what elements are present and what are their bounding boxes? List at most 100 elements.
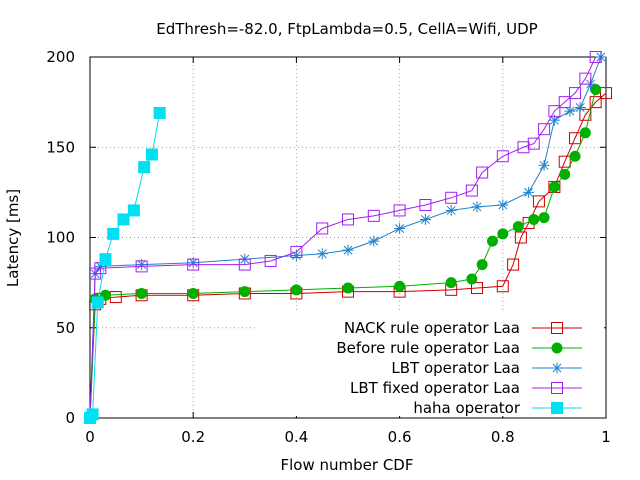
series-line xyxy=(89,56,597,419)
data-point xyxy=(239,286,251,298)
legend-marker xyxy=(551,402,563,414)
data-point xyxy=(419,213,431,225)
data-point xyxy=(589,51,602,63)
data-point xyxy=(569,150,581,162)
x-tick-label: 0.4 xyxy=(284,428,308,446)
data-point xyxy=(532,195,545,208)
star-stroke xyxy=(498,200,508,210)
x-tick-label: 0.2 xyxy=(181,428,205,446)
star-stroke xyxy=(549,115,559,125)
data-point xyxy=(264,254,277,267)
data-point xyxy=(394,222,406,234)
data-point xyxy=(135,260,148,273)
data-point xyxy=(476,166,489,179)
series-layer xyxy=(84,51,612,424)
y-tick-label: 100 xyxy=(46,229,75,247)
data-point xyxy=(342,213,354,226)
legend: NACK rule operator Laa Before rule operat… xyxy=(256,312,604,417)
data-point xyxy=(497,228,509,240)
data-point xyxy=(153,106,166,119)
star-stroke xyxy=(317,249,327,259)
data-point xyxy=(368,235,380,247)
data-point xyxy=(517,141,530,154)
data-point xyxy=(512,221,524,233)
data-point xyxy=(445,277,457,289)
star-stroke xyxy=(524,187,534,197)
star-stroke xyxy=(343,245,353,255)
x-tick-label: 1 xyxy=(601,428,611,446)
y-tick-label: 200 xyxy=(46,48,75,66)
series-line xyxy=(89,56,602,419)
data-point xyxy=(496,280,509,293)
star-stroke xyxy=(291,251,301,261)
data-point xyxy=(138,161,151,174)
data-point xyxy=(290,245,303,258)
series-line xyxy=(89,89,597,419)
data-point xyxy=(445,191,458,204)
data-point xyxy=(548,114,560,126)
data-point xyxy=(538,123,551,136)
star-stroke xyxy=(552,363,562,373)
legend-marker xyxy=(551,342,563,354)
data-point xyxy=(507,258,520,271)
data-point xyxy=(290,284,302,296)
star-stroke xyxy=(369,236,379,246)
x-tick-label: 0.8 xyxy=(491,428,515,446)
star-stroke xyxy=(575,103,585,113)
x-tick-label: 0.6 xyxy=(388,428,412,446)
series-line xyxy=(89,92,607,419)
data-point xyxy=(316,248,328,260)
legend-background xyxy=(256,312,604,416)
data-point xyxy=(497,199,509,211)
data-point xyxy=(342,282,354,294)
axis-ticks: 0 50 100 150 200 0 0.2 0.4 0.6 0.8 1 xyxy=(46,48,610,446)
legend-label: Before rule operator Laa xyxy=(336,339,520,357)
data-point xyxy=(136,287,148,299)
legend-marker xyxy=(551,382,563,394)
legend-label: LBT fixed operator Laa xyxy=(350,379,520,397)
y-tick-label: 50 xyxy=(56,319,75,337)
data-point xyxy=(579,108,592,121)
data-point xyxy=(579,127,591,139)
data-point xyxy=(91,296,104,309)
data-point xyxy=(558,96,571,109)
data-point xyxy=(99,253,112,266)
chart-title: EdThresh=-82.0, FtpLambda=0.5, CellA=Wif… xyxy=(156,20,537,38)
data-point xyxy=(127,204,140,217)
star-stroke xyxy=(420,214,430,224)
star-stroke xyxy=(539,160,549,170)
data-point xyxy=(187,258,200,271)
data-point xyxy=(527,137,540,150)
data-point xyxy=(86,408,99,421)
data-point xyxy=(471,201,483,213)
star-stroke xyxy=(137,260,147,270)
star-stroke xyxy=(472,202,482,212)
data-point xyxy=(538,159,550,171)
series-5 xyxy=(84,106,166,424)
x-axis-label: Flow number CDF xyxy=(281,456,414,474)
data-point xyxy=(471,282,483,295)
star-stroke xyxy=(446,205,456,215)
data-point xyxy=(559,168,571,180)
legend-label: NACK rule operator Laa xyxy=(344,319,520,337)
data-point xyxy=(538,212,550,224)
data-point xyxy=(465,184,478,197)
y-axis-label: Latency [ms] xyxy=(4,189,22,287)
data-point xyxy=(187,287,199,299)
legend-label: LBT operator Laa xyxy=(391,359,520,377)
data-point xyxy=(600,87,612,100)
data-point xyxy=(486,235,498,247)
data-point xyxy=(569,132,582,145)
data-point xyxy=(528,213,540,225)
data-point xyxy=(589,96,602,109)
x-tick-label: 0 xyxy=(85,428,95,446)
data-point xyxy=(145,148,158,161)
data-point xyxy=(290,250,302,262)
data-point xyxy=(117,213,130,226)
data-point xyxy=(393,204,406,217)
series-line xyxy=(89,112,161,419)
data-point xyxy=(579,72,592,85)
y-tick-label: 150 xyxy=(46,138,75,156)
star-stroke xyxy=(395,223,405,233)
